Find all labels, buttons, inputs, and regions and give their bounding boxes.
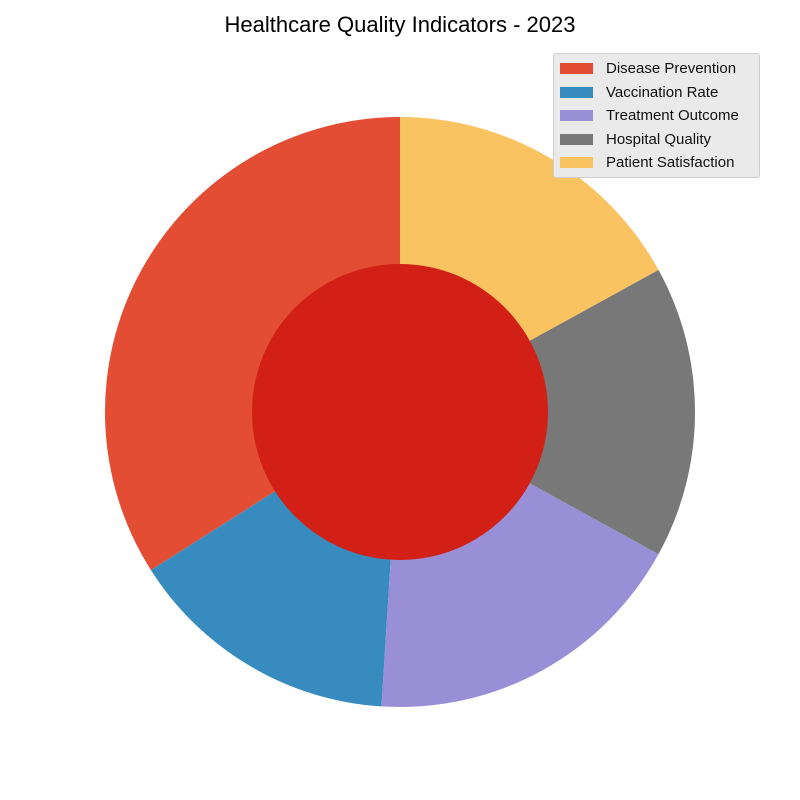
chart-title: Healthcare Quality Indicators - 2023 <box>224 12 576 37</box>
legend-swatch <box>560 110 593 122</box>
legend-swatch <box>560 63 593 75</box>
legend-swatch <box>560 133 593 145</box>
legend-label: Hospital Quality <box>606 130 712 148</box>
donut-center <box>252 264 548 560</box>
legend-item-vaccination-rate: Vaccination Rate <box>554 81 759 105</box>
legend-label: Vaccination Rate <box>606 83 719 101</box>
legend-swatch <box>560 157 593 169</box>
legend-swatch <box>560 86 593 98</box>
legend-item-treatment-outcome: Treatment Outcome <box>554 104 759 128</box>
legend-item-hospital-quality: Hospital Quality <box>554 128 759 152</box>
legend-item-disease-prevention: Disease Prevention <box>554 57 759 81</box>
legend-label: Disease Prevention <box>606 60 737 78</box>
chart-legend: Disease Prevention Vaccination Rate Treatm… <box>553 53 760 178</box>
legend-item-patient-satisfaction: Patient Satisfaction <box>554 151 759 175</box>
legend-label: Patient Satisfaction <box>606 154 735 172</box>
legend-label: Treatment Outcome <box>606 107 739 125</box>
